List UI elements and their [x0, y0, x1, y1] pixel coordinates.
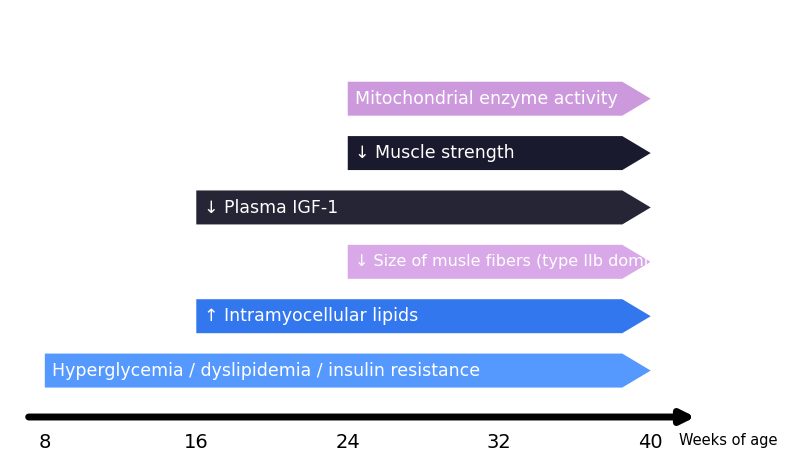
- Polygon shape: [348, 245, 650, 279]
- Polygon shape: [196, 191, 650, 225]
- Polygon shape: [196, 299, 650, 333]
- Polygon shape: [348, 136, 650, 170]
- Polygon shape: [45, 354, 650, 388]
- Text: ↓ Size of musle fibers (type IIb dominant): ↓ Size of musle fibers (type IIb dominan…: [355, 255, 691, 269]
- Text: Hyperglycemia / dyslipidemia / insulin resistance: Hyperglycemia / dyslipidemia / insulin r…: [52, 361, 481, 380]
- Text: 40: 40: [638, 433, 663, 452]
- Text: Mitochondrial enzyme activity: Mitochondrial enzyme activity: [355, 90, 618, 108]
- Text: ↑ Intramyocellular lipids: ↑ Intramyocellular lipids: [204, 307, 418, 325]
- Text: 32: 32: [487, 433, 512, 452]
- Text: Weeks of age: Weeks of age: [679, 433, 778, 448]
- Text: 8: 8: [38, 433, 51, 452]
- Text: ↓ Plasma IGF-1: ↓ Plasma IGF-1: [204, 198, 338, 216]
- Text: ↓ Muscle strength: ↓ Muscle strength: [355, 144, 515, 162]
- Text: 24: 24: [335, 433, 360, 452]
- Text: 16: 16: [184, 433, 209, 452]
- Polygon shape: [348, 82, 650, 116]
